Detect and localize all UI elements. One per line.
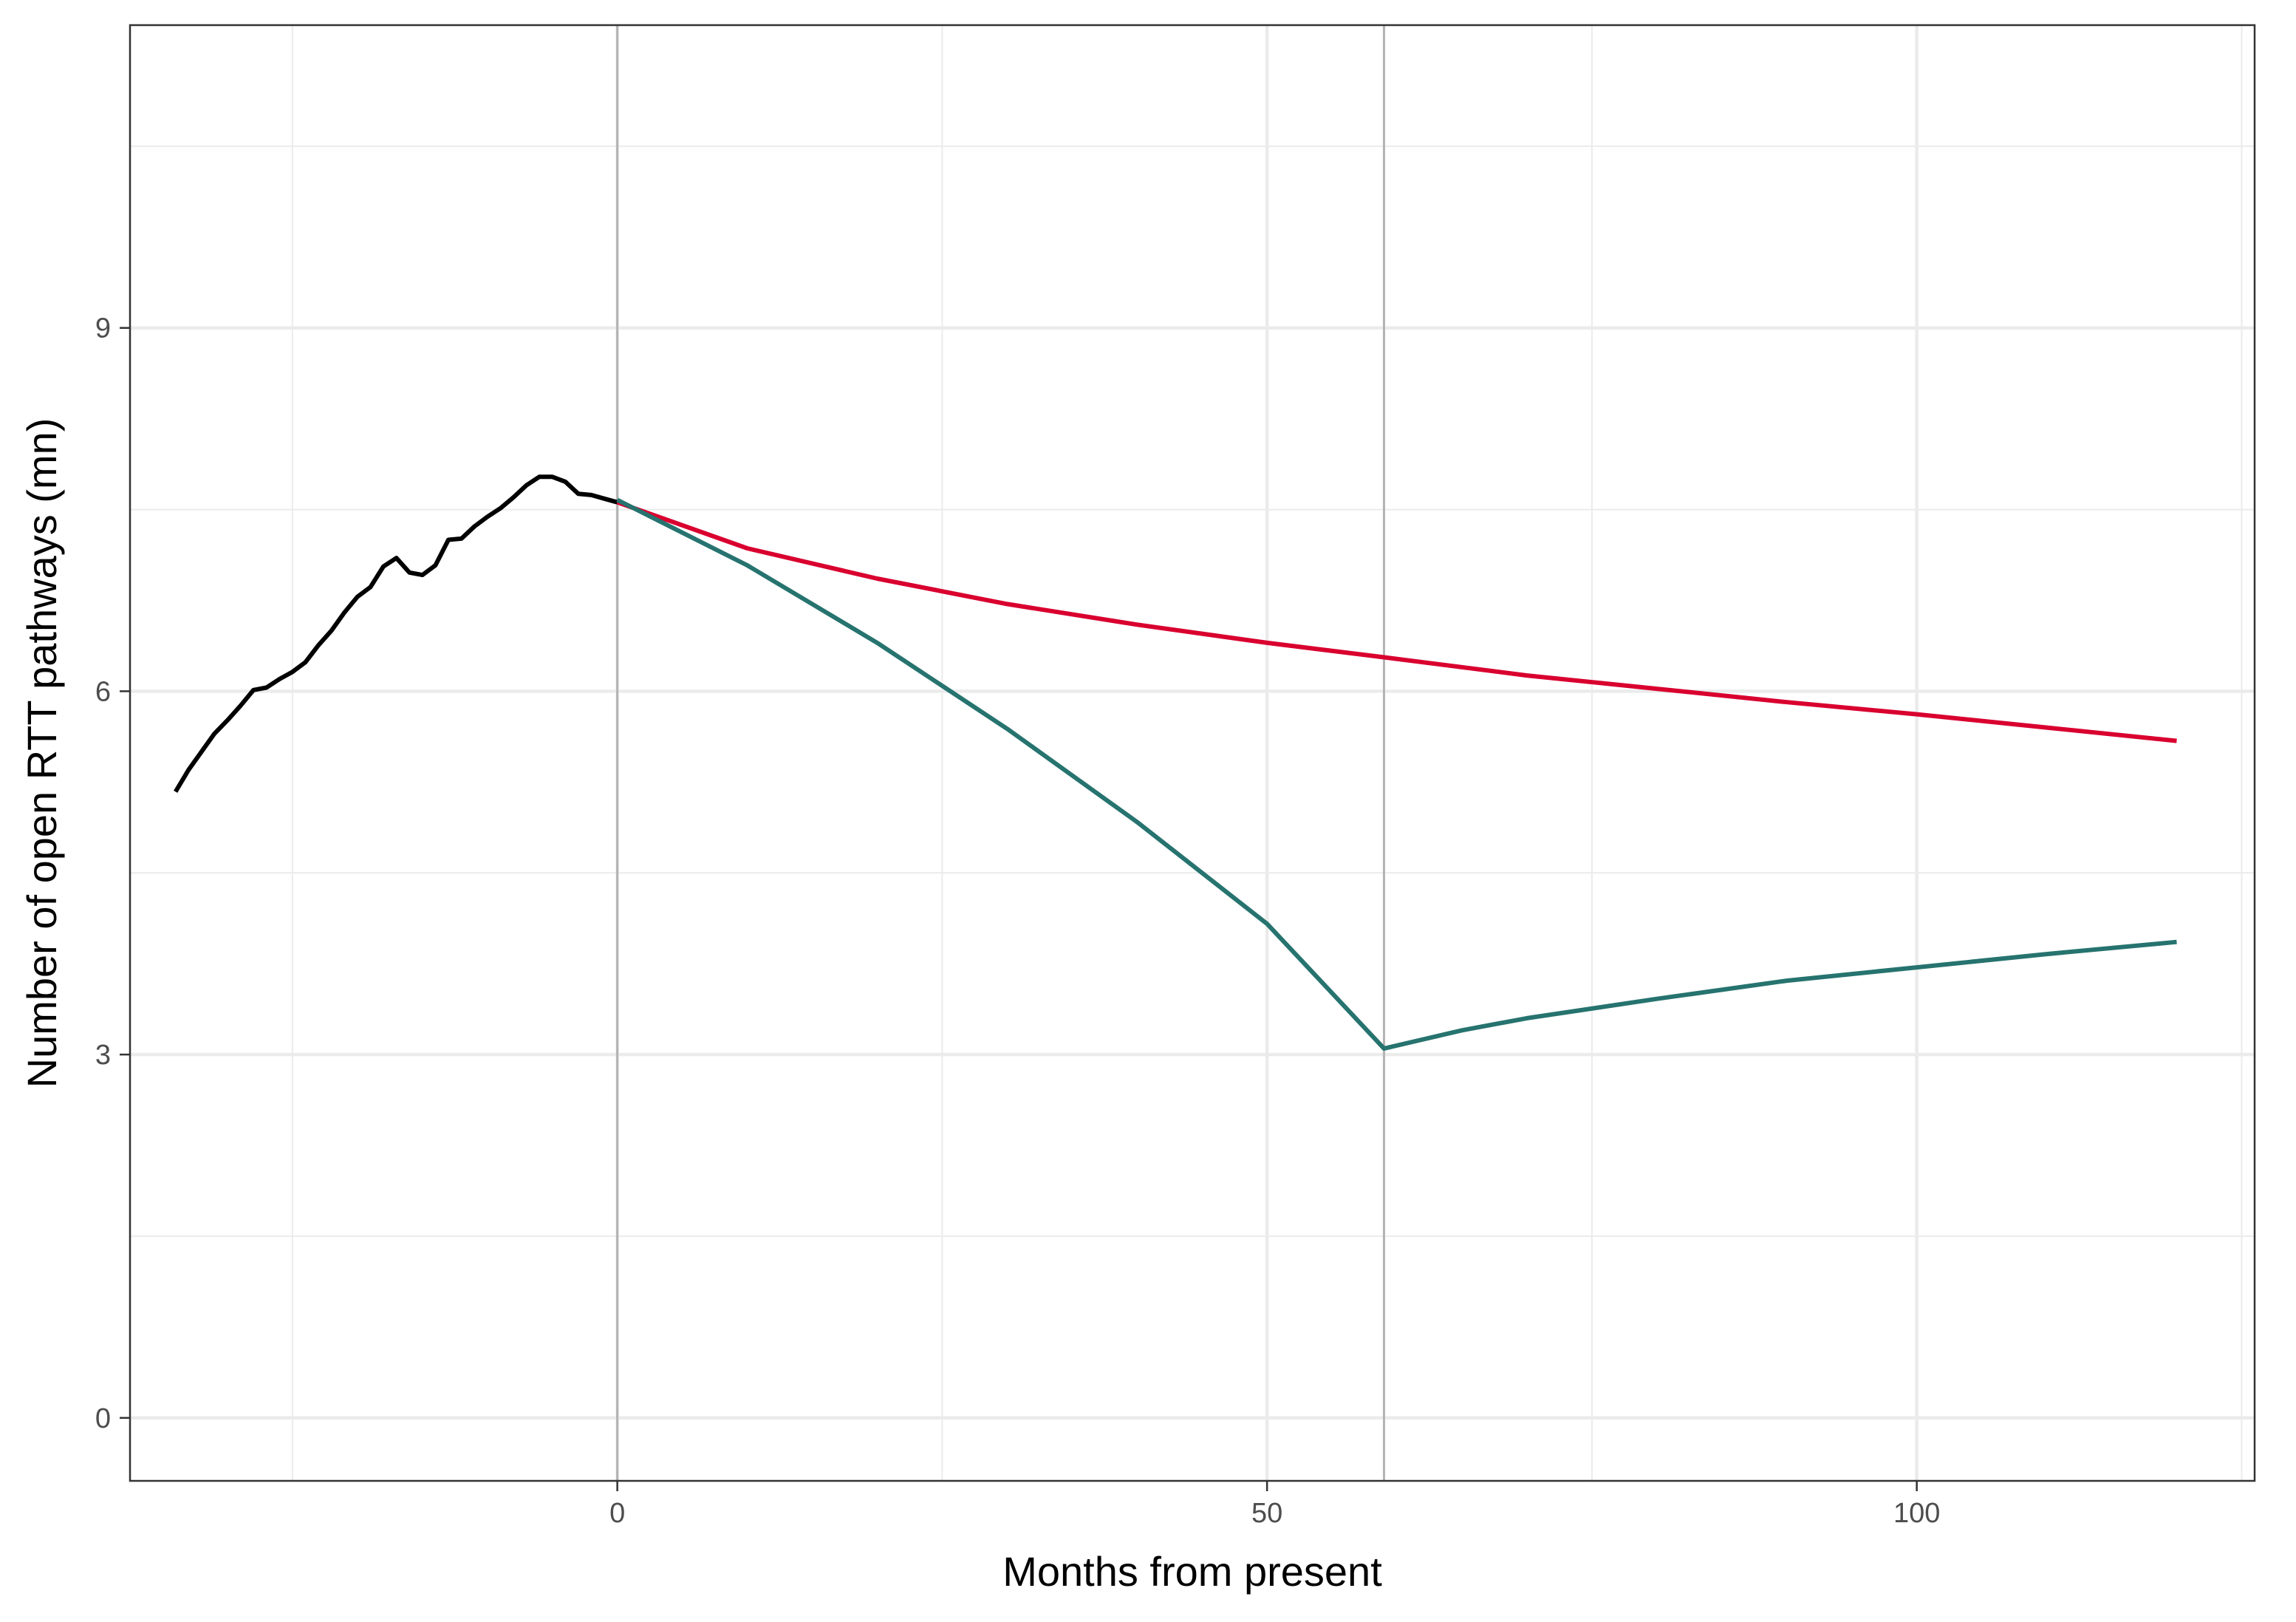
x-axis-title: Months from present [1002, 1548, 1382, 1595]
grid [130, 25, 2255, 1481]
y-tick-label-2: 6 [95, 676, 111, 707]
series-line-scenario_a [616, 500, 2177, 743]
y-tick-label-0: 0 [95, 1403, 111, 1434]
y-tick-label-3: 9 [95, 313, 111, 344]
x-tick-label-2: 100 [1893, 1498, 1940, 1529]
panel-border [129, 24, 2256, 1482]
y-tick-label-1: 3 [95, 1040, 111, 1071]
series-line-observed [174, 474, 618, 793]
y-axis-title: Number of open RTT pathways (mn) [18, 418, 65, 1088]
series-lines [174, 474, 2177, 1051]
x-tick-label-0: 0 [609, 1498, 625, 1529]
series-line-scenario_b [616, 497, 2177, 1051]
reference-lines [616, 25, 1385, 1481]
axis-ticks: 0 50 100 0 3 6 9 [95, 313, 1940, 1529]
x-tick-label-1: 50 [1251, 1498, 1282, 1529]
